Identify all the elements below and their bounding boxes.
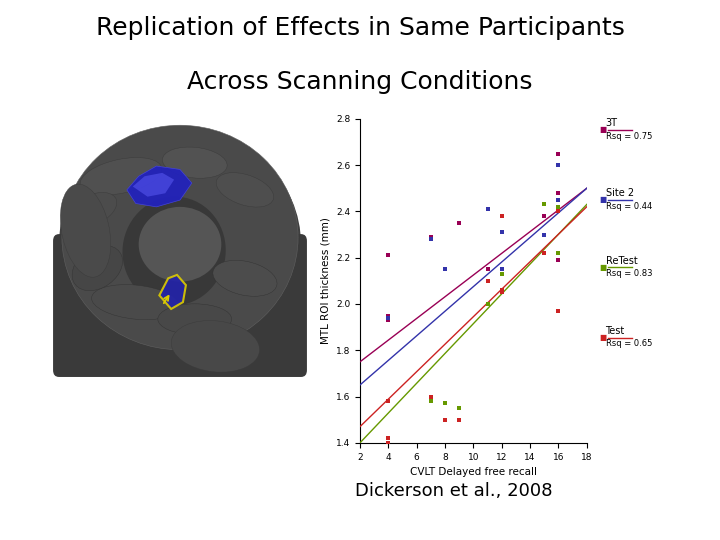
Point (382, 397, 394, 406)
Point (553, 161, 564, 170)
Point (382, 316, 394, 325)
Ellipse shape (62, 125, 298, 350)
Text: ■: ■ (599, 195, 606, 204)
Point (539, 212, 550, 220)
Point (382, 443, 394, 452)
Text: Site 2: Site 2 (606, 188, 634, 198)
Point (425, 235, 436, 244)
Ellipse shape (213, 260, 277, 296)
Ellipse shape (59, 129, 301, 360)
Point (496, 286, 508, 294)
Ellipse shape (66, 192, 117, 228)
Ellipse shape (60, 184, 111, 277)
Text: Rsq = 0.44: Rsq = 0.44 (606, 202, 652, 211)
Ellipse shape (163, 147, 227, 178)
Point (482, 265, 493, 274)
Polygon shape (159, 275, 186, 309)
Polygon shape (132, 173, 174, 197)
Text: ■: ■ (599, 333, 606, 342)
Point (539, 200, 550, 209)
Point (439, 415, 451, 424)
Point (425, 397, 436, 406)
Point (454, 404, 465, 413)
Point (425, 392, 436, 401)
Point (539, 230, 550, 239)
Point (382, 434, 394, 442)
Point (482, 276, 493, 285)
Point (496, 269, 508, 278)
X-axis label: CVLT Delayed free recall: CVLT Delayed free recall (410, 467, 537, 477)
Point (496, 286, 508, 294)
Point (553, 249, 564, 258)
FancyBboxPatch shape (53, 234, 307, 377)
Text: Across Scanning Conditions: Across Scanning Conditions (187, 70, 533, 94)
Point (382, 311, 394, 320)
Text: 3T: 3T (606, 118, 618, 128)
Ellipse shape (122, 197, 226, 306)
Point (553, 195, 564, 204)
Point (553, 307, 564, 315)
Point (382, 314, 394, 322)
Point (496, 212, 508, 220)
Ellipse shape (171, 321, 260, 372)
Point (496, 288, 508, 296)
Point (496, 265, 508, 274)
Text: Rsq = 0.83: Rsq = 0.83 (606, 269, 652, 278)
Point (425, 235, 436, 244)
Text: Dickerson et al., 2008: Dickerson et al., 2008 (355, 482, 552, 500)
Point (454, 219, 465, 227)
Text: ■: ■ (599, 263, 606, 272)
Text: Replication of Effects in Same Participants: Replication of Effects in Same Participa… (96, 16, 624, 40)
Point (382, 251, 394, 260)
Point (439, 265, 451, 274)
Point (553, 149, 564, 158)
Ellipse shape (139, 207, 221, 282)
Point (496, 228, 508, 237)
Text: ■: ■ (599, 125, 606, 134)
Ellipse shape (158, 304, 232, 334)
Ellipse shape (216, 173, 274, 207)
Point (482, 300, 493, 308)
Point (496, 265, 508, 274)
Point (482, 205, 493, 213)
Point (553, 188, 564, 197)
Point (496, 212, 508, 220)
Point (553, 255, 564, 264)
Ellipse shape (72, 246, 122, 291)
Point (454, 415, 465, 424)
Text: Test: Test (606, 326, 625, 336)
Text: Rsq = 0.75: Rsq = 0.75 (606, 132, 652, 140)
Text: ReTest: ReTest (606, 256, 637, 266)
Y-axis label: MTL ROI thickness (mm): MTL ROI thickness (mm) (320, 218, 330, 344)
Point (539, 249, 550, 258)
Ellipse shape (91, 285, 180, 320)
Point (439, 265, 451, 274)
Point (382, 438, 394, 447)
Polygon shape (127, 166, 192, 207)
Ellipse shape (80, 158, 162, 195)
Point (496, 288, 508, 296)
Point (439, 399, 451, 408)
Text: Rsq = 0.65: Rsq = 0.65 (606, 340, 652, 348)
Point (553, 202, 564, 211)
Point (553, 207, 564, 215)
Point (425, 233, 436, 241)
